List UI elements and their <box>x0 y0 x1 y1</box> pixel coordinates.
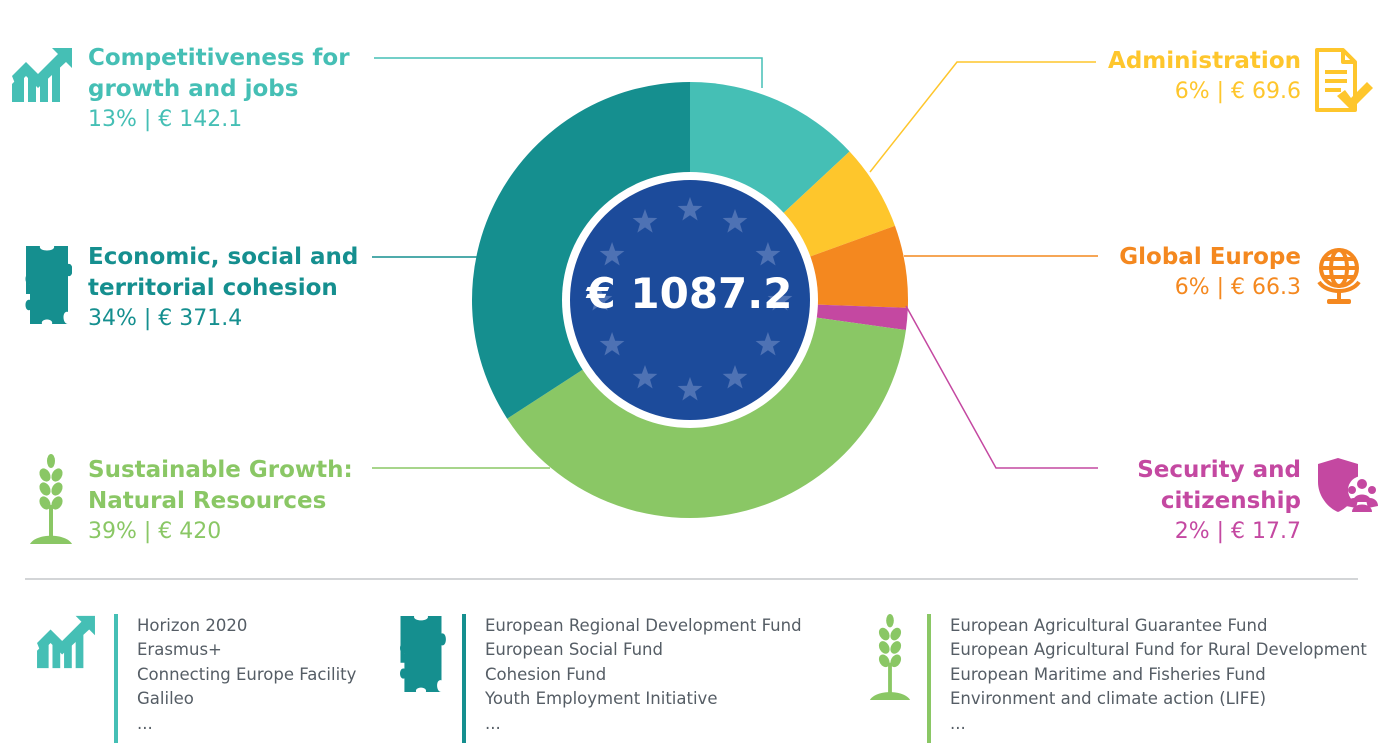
fund-item: ... <box>137 713 153 733</box>
fund-item: Erasmus+ <box>137 640 222 660</box>
label-value: 34% | € 371.4 <box>88 306 243 331</box>
fund-item: Galileo <box>137 689 194 709</box>
eu-star-icon <box>587 287 613 311</box>
label-natural-resources: Sustainable Growth: Natural Resources 39… <box>88 455 353 547</box>
eu-star-icon <box>755 242 781 266</box>
fund-item: Horizon 2020 <box>137 616 248 635</box>
label-global-europe: Global Europe 6% | € 66.3 <box>1119 242 1301 303</box>
fund-item: Cohesion Fund <box>485 664 607 684</box>
eu-star-icon <box>722 364 748 389</box>
fund-list-competitiveness: Horizon 2020 Erasmus+ Connecting Europe … <box>114 614 356 743</box>
label-title: Competitiveness for growth and jobs <box>88 45 350 102</box>
fund-list-natural-resources: European Agricultural Guarantee Fund Eur… <box>927 614 1367 743</box>
globe-icon <box>1317 248 1361 304</box>
label-security: Security and citizenship 2% | € 17.7 <box>1137 455 1301 547</box>
leader-line-competitiveness <box>374 57 763 88</box>
wheat-icon <box>30 454 72 544</box>
growth-chart-icon <box>37 615 95 669</box>
leader-line-administration <box>869 61 1096 173</box>
eu-star-icon <box>755 332 781 356</box>
eu-star-icon <box>599 242 625 266</box>
fund-list-cohesion: European Regional Development Fund Europ… <box>462 614 802 743</box>
label-value: 13% | € 142.1 <box>88 107 243 132</box>
eu-star-icon <box>677 197 703 221</box>
label-cohesion: Economic, social and territorial cohesio… <box>88 242 358 334</box>
puzzle-piece-icon <box>25 246 72 324</box>
fund-item: European Regional Development Fund <box>485 616 802 635</box>
fund-item: European Agricultural Fund for Rural Dev… <box>950 640 1367 660</box>
label-title: Economic, social and territorial cohesio… <box>88 244 359 301</box>
fund-item: Environment and climate action (LIFE) <box>950 689 1267 709</box>
label-administration: Administration 6% | € 69.6 <box>1108 46 1301 107</box>
document-check-icon <box>1315 48 1373 112</box>
puzzle-piece-icon <box>400 615 446 693</box>
label-value: 6% | € 66.3 <box>1174 275 1301 300</box>
label-title: Security and citizenship <box>1137 457 1301 514</box>
eu-star-icon <box>767 287 793 311</box>
label-value: 39% | € 420 <box>88 519 222 544</box>
fund-item: European Social Fund <box>485 640 663 660</box>
fund-item: Connecting Europe Facility <box>137 664 357 684</box>
total-budget-label: € 1087.2 <box>586 269 793 318</box>
label-value: 6% | € 69.6 <box>1174 79 1301 104</box>
label-competitiveness: Competitiveness for growth and jobs 13% … <box>88 43 350 135</box>
eu-flag-circle <box>570 180 810 420</box>
fund-item: European Maritime and Fisheries Fund <box>950 664 1266 684</box>
leader-line-security <box>905 305 1098 469</box>
eu-star-icon <box>677 377 703 401</box>
eu-star-icon <box>632 209 658 233</box>
growth-chart-icon <box>12 48 72 102</box>
label-title: Global Europe <box>1119 244 1301 270</box>
label-value: 2% | € 17.7 <box>1174 519 1301 544</box>
fund-item: European Agricultural Guarantee Fund <box>950 616 1268 635</box>
fund-item: ... <box>950 713 966 733</box>
fund-item: ... <box>485 713 501 733</box>
wheat-icon <box>869 613 911 701</box>
eu-star-icon <box>632 364 658 389</box>
eu-star-icon <box>599 332 625 356</box>
fund-item: Youth Employment Initiative <box>485 689 718 709</box>
label-title: Sustainable Growth: Natural Resources <box>88 457 353 514</box>
shield-people-icon <box>1318 458 1378 512</box>
label-title: Administration <box>1108 48 1301 74</box>
eu-star-icon <box>722 209 748 233</box>
